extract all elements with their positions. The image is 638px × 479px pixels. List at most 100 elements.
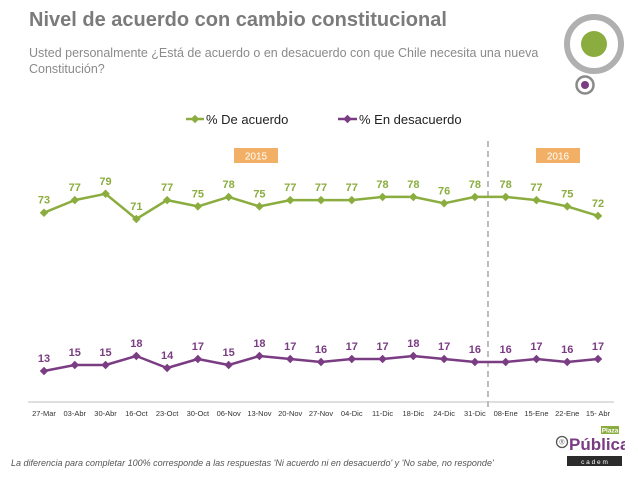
desacuerdo-point — [409, 351, 418, 361]
desacuerdo-point — [285, 354, 295, 364]
acuerdo-point — [132, 214, 141, 224]
year-badge-2015: 2015 — [234, 148, 278, 163]
logo-badge-text: Plaza — [602, 428, 619, 435]
legend-marker-acuerdo — [190, 114, 200, 124]
desacuerdo-point — [39, 366, 49, 376]
desacuerdo-data-label: 16 — [469, 344, 481, 356]
acuerdo-point — [162, 195, 172, 205]
acuerdo-point — [378, 192, 387, 202]
x-tick-label: 16-Oct — [125, 409, 148, 418]
x-tick-label: 06-Nov — [217, 409, 241, 418]
footnote: La diferencia para completar 100% corres… — [11, 458, 494, 468]
logo-sub-bg — [567, 456, 622, 466]
acuerdo-data-label: 71 — [130, 201, 142, 213]
acuerdo-point — [562, 202, 572, 211]
desacuerdo-point — [562, 357, 572, 367]
x-tick-label: 04-Dic — [341, 409, 363, 418]
acuerdo-data-label: 75 — [253, 188, 265, 200]
acuerdo-point — [70, 195, 80, 205]
acuerdo-point — [439, 199, 449, 208]
desacuerdo-point — [501, 357, 510, 367]
acuerdo-data-label: 77 — [315, 182, 327, 194]
acuerdo-point — [409, 192, 418, 202]
desacuerdo-point — [132, 351, 141, 361]
x-tick-label: 30-Oct — [187, 409, 210, 418]
desacuerdo-point — [101, 360, 110, 370]
desacuerdo-point — [193, 354, 203, 364]
x-tick-label: 15-Ene — [524, 409, 548, 418]
brand-logo: Plaza ® Pública c a d e m — [555, 426, 625, 466]
x-tick-label: 23-Oct — [156, 409, 179, 418]
desacuerdo-data-label: 17 — [192, 341, 204, 353]
legend-label-acuerdo: % De acuerdo — [206, 112, 288, 127]
desacuerdo-data-label: 15 — [99, 347, 111, 359]
x-tick-label: 30-Abr — [94, 409, 117, 418]
desacuerdo-data-label: 17 — [592, 341, 604, 353]
desacuerdo-data-label: 16 — [315, 344, 327, 356]
acuerdo-point — [593, 211, 603, 221]
acuerdo-data-label: 75 — [192, 188, 204, 200]
desacuerdo-data-label: 18 — [407, 338, 419, 350]
legend-marker-desacuerdo — [343, 114, 352, 124]
year-badge-2015-label: 2015 — [245, 152, 268, 163]
acuerdo-data-label: 78 — [407, 179, 419, 191]
page-title: Nivel de acuerdo con cambio constitucion… — [29, 9, 447, 31]
acuerdo-data-label: 77 — [284, 182, 296, 194]
acuerdo-data-label: 78 — [376, 179, 388, 191]
logo-circles-graphic — [564, 14, 624, 95]
acuerdo-data-label: 77 — [161, 182, 173, 194]
x-axis-ticks: 27-Mar 03-Abr 30-Abr 16-Oct 23-Oct 30-Oct 06-N… — [32, 409, 610, 418]
x-tick-label: 24-Dic — [433, 409, 455, 418]
x-tick-label: 27-Nov — [309, 409, 333, 418]
desacuerdo-data-label: 15 — [223, 347, 235, 359]
desacuerdo-data-label: 13 — [38, 353, 50, 365]
desacuerdo-data-label: 18 — [130, 338, 142, 350]
desacuerdo-point — [439, 354, 449, 364]
desacuerdo-data-label: 14 — [161, 350, 174, 362]
desacuerdo-data-label: 15 — [69, 347, 81, 359]
acuerdo-point — [224, 192, 233, 202]
desacuerdo-data-label: 16 — [561, 344, 573, 356]
x-tick-label: 03-Abr — [64, 409, 87, 418]
logo-mark-text: ® — [559, 439, 565, 447]
x-tick-label: 08-Ene — [494, 409, 518, 418]
desacuerdo-point — [70, 360, 80, 370]
acuerdo-point — [316, 195, 326, 205]
acuerdo-data-label: 78 — [469, 179, 481, 191]
desacuerdo-data-label: 17 — [346, 341, 358, 353]
x-tick-label: 22-Ene — [555, 409, 579, 418]
desacuerdo-point — [316, 357, 326, 367]
logo-word: Pública — [569, 435, 625, 454]
series-desacuerdo: 13 15 15 18 14 17 15 18 17 16 17 17 18 17 16 16 17 16 17 — [38, 338, 604, 376]
year-badge-2016-bg — [536, 148, 580, 163]
x-tick-label: 27-Mar — [32, 409, 56, 418]
x-tick-label: 18-Dic — [402, 409, 424, 418]
logo-circle-small — [575, 75, 595, 95]
acuerdo-data-label: 78 — [223, 179, 235, 191]
logo-sub-text: c a d e m — [581, 459, 608, 466]
x-tick-label: 13-Nov — [247, 409, 271, 418]
year-badge-2015-bg — [234, 148, 278, 163]
logo-circle-green — [581, 31, 607, 57]
x-tick-label: 11-Dic — [372, 409, 393, 418]
acuerdo-data-label: 77 — [69, 182, 81, 194]
series-acuerdo: 73 77 79 71 77 75 78 75 77 77 77 78 78 76 78 78 77 75 72 — [38, 176, 604, 224]
desacuerdo-point — [593, 354, 603, 364]
desacuerdo-data-label: 17 — [438, 341, 450, 353]
acuerdo-point — [501, 192, 510, 202]
logo-mark-icon — [555, 435, 569, 449]
desacuerdo-point — [347, 354, 357, 364]
year-badge-2016: 2016 — [536, 148, 580, 163]
desacuerdo-data-label: 16 — [500, 344, 512, 356]
acuerdo-point — [285, 195, 295, 205]
acuerdo-data-label: 72 — [592, 198, 604, 210]
acuerdo-point — [255, 202, 264, 211]
acuerdo-point — [39, 208, 49, 217]
legend: % De acuerdo % En desacuerdo — [186, 112, 462, 127]
acuerdo-data-label: 73 — [38, 195, 50, 207]
desacuerdo-data-label: 18 — [253, 338, 265, 350]
acuerdo-point — [347, 195, 357, 205]
desacuerdo-point — [532, 354, 541, 364]
legend-label-desacuerdo: % En desacuerdo — [359, 112, 462, 127]
